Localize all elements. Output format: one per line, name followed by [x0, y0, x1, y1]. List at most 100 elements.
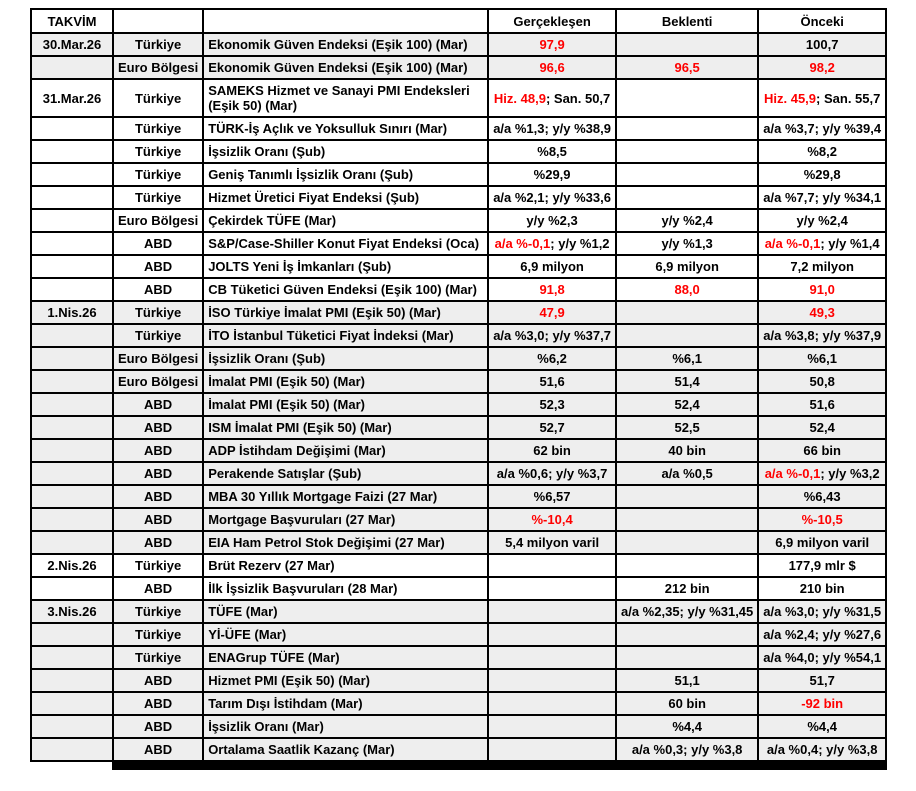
value-segment: ABD	[144, 420, 173, 435]
value-segment: a/a %1,3; y/y %38,9	[493, 121, 611, 136]
previous-cell: %6,43	[757, 484, 888, 509]
value-segment: 66 bin	[803, 443, 841, 458]
value-segment: İSO Türkiye İmalat PMI (Eşik 50) (Mar)	[208, 305, 441, 320]
table-row: ABD S&P/Case-Shiller Konut Fiyat Endeksi …	[30, 231, 888, 256]
actual-cell: 51,6	[487, 369, 617, 394]
expectation-cell: 52,4	[614, 392, 760, 417]
actual-cell: a/a %2,1; y/y %33,6	[487, 185, 617, 210]
expectation-cell: 52,5	[614, 415, 760, 440]
date-cell: 3.Nis.26	[30, 599, 114, 624]
country-cell: ABD	[111, 691, 205, 716]
value-segment: 6,9 milyon	[655, 259, 719, 274]
value-segment: Türkiye	[134, 37, 182, 52]
actual-cell: Hiz. 48,9; San. 50,7	[487, 78, 617, 118]
value-segment: 91,8	[539, 282, 565, 297]
value-segment: ; y/y %1,2	[550, 236, 610, 251]
value-segment: 52,5	[674, 420, 700, 435]
expectation-cell	[614, 530, 760, 555]
actual-cell	[487, 599, 617, 624]
value-segment: JOLTS Yeni İş İmkanları (Şub)	[208, 259, 392, 274]
value-segment: a/a %0,3; y/y %3,8	[631, 742, 743, 757]
previous-cell: 6,9 milyon varil	[757, 530, 888, 555]
table-row: ABD ADP İstihdam Değişimi (Mar) 62 bin 40 b…	[30, 438, 888, 463]
value-segment: ENAGrup TÜFE (Mar)	[208, 650, 340, 665]
value-segment: 51,6	[809, 397, 835, 412]
value-segment: 49,3	[809, 305, 835, 320]
indicator-cell: İşsizlik Oranı (Mar)	[202, 714, 490, 739]
date-cell	[30, 668, 114, 693]
value-segment: a/a %0,6; y/y %3,7	[496, 466, 608, 481]
country-cell: Türkiye	[111, 323, 205, 348]
expectation-cell: 88,0	[614, 277, 760, 302]
value-segment: 91,0	[809, 282, 835, 297]
country-cell: ABD	[111, 231, 205, 256]
value-segment: MBA 30 Yıllık Mortgage Faizi (27 Mar)	[208, 489, 438, 504]
value-segment: %6,2	[537, 351, 567, 366]
value-segment: a/a %3,0; y/y %37,7	[493, 328, 611, 343]
actual-cell: 91,8	[487, 277, 617, 302]
value-segment: a/a %3,8; y/y %37,9	[763, 328, 882, 343]
country-cell: ABD	[111, 277, 205, 302]
economic-calendar-table: TAKVİM Gerçekleşen Beklenti Önceki 30.Ma…	[30, 8, 888, 770]
previous-cell: a/a %3,0; y/y %31,5	[757, 599, 888, 624]
value-segment: %29,8	[803, 167, 841, 182]
actual-cell: 62 bin	[487, 438, 617, 463]
country-cell: Türkiye	[111, 553, 205, 578]
value-segment: a/a %0,5	[661, 466, 713, 481]
value-segment: a/a %-0,1	[764, 236, 821, 251]
date-cell	[30, 185, 114, 210]
value-segment: 96,5	[674, 60, 700, 75]
previous-cell: Hiz. 45,9; San. 55,7	[757, 78, 888, 118]
country-cell: ABD	[111, 668, 205, 693]
value-segment: 98,2	[809, 60, 835, 75]
table-row: ABD Hizmet PMI (Eşik 50) (Mar) 51,1 51,7	[30, 668, 888, 693]
value-segment: Türkiye	[134, 167, 182, 182]
value-segment: 2.Nis.26	[47, 558, 97, 573]
value-segment: 30.Mar.26	[42, 37, 102, 52]
indicator-cell: İmalat PMI (Eşik 50) (Mar)	[202, 392, 490, 417]
expectation-cell	[614, 553, 760, 578]
value-segment: ; y/y %3,2	[820, 466, 880, 481]
value-segment: TÜRK-İş Açlık ve Yoksulluk Sınırı (Mar)	[208, 121, 448, 136]
table-row: ABD Tarım Dışı İstihdam (Mar) 60 bin -92 bi…	[30, 691, 888, 716]
table-row: ABD İmalat PMI (Eşik 50) (Mar) 52,3 52,4 51,…	[30, 392, 888, 417]
table-row: Euro Bölgesi İmalat PMI (Eşik 50) (Mar) 51…	[30, 369, 888, 394]
table-row: 1.Nis.26 Türkiye İSO Türkiye İmalat PMI (E…	[30, 300, 888, 325]
header-country	[111, 8, 205, 34]
table-row: 3.Nis.26 Türkiye TÜFE (Mar) a/a %2,35; y/y …	[30, 599, 888, 624]
value-segment: y/y %2,4	[796, 213, 848, 228]
country-cell: Türkiye	[111, 139, 205, 164]
previous-cell: %8,2	[757, 139, 888, 164]
previous-cell: a/a %-0,1; y/y %1,4	[757, 231, 888, 256]
indicator-cell: JOLTS Yeni İş İmkanları (Şub)	[202, 254, 490, 279]
country-cell: Türkiye	[111, 78, 205, 118]
value-segment: Euro Bölgesi	[118, 351, 199, 366]
expectation-cell	[614, 645, 760, 670]
actual-cell: 97,9	[487, 32, 617, 57]
value-segment: İmalat PMI (Eşik 50) (Mar)	[208, 397, 365, 412]
footer-blank-cell	[31, 761, 113, 769]
value-segment: a/a %0,4; y/y %3,8	[766, 742, 878, 757]
country-cell: Euro Bölgesi	[111, 369, 205, 394]
expectation-cell: 51,1	[614, 668, 760, 693]
value-segment: y/y %2,3	[526, 213, 578, 228]
actual-cell: a/a %1,3; y/y %38,9	[487, 116, 617, 141]
expectation-cell	[614, 185, 760, 210]
country-cell: ABD	[111, 714, 205, 739]
previous-cell: 66 bin	[757, 438, 888, 463]
table-row: 2.Nis.26 Türkiye Brüt Rezerv (27 Mar) 177,9…	[30, 553, 888, 578]
value-segment: a/a %3,0; y/y %31,5	[763, 604, 882, 619]
indicator-cell: Geniş Tanımlı İşsizlik Oranı (Şub)	[202, 162, 490, 187]
previous-cell: a/a %3,7; y/y %39,4	[757, 116, 888, 141]
expectation-cell	[614, 78, 760, 118]
value-segment: ADP İstihdam Değişimi (Mar)	[208, 443, 386, 458]
previous-cell: 210 bin	[757, 576, 888, 601]
value-segment: Çekirdek TÜFE (Mar)	[208, 213, 337, 228]
value-segment: Geniş Tanımlı İşsizlik Oranı (Şub)	[208, 167, 414, 182]
value-segment: %6,1	[672, 351, 702, 366]
value-segment: ABD	[144, 489, 173, 504]
value-segment: ISM İmalat PMI (Eşik 50) (Mar)	[208, 420, 392, 435]
value-segment: 31.Mar.26	[42, 90, 102, 106]
actual-cell	[487, 576, 617, 601]
actual-cell	[487, 691, 617, 716]
